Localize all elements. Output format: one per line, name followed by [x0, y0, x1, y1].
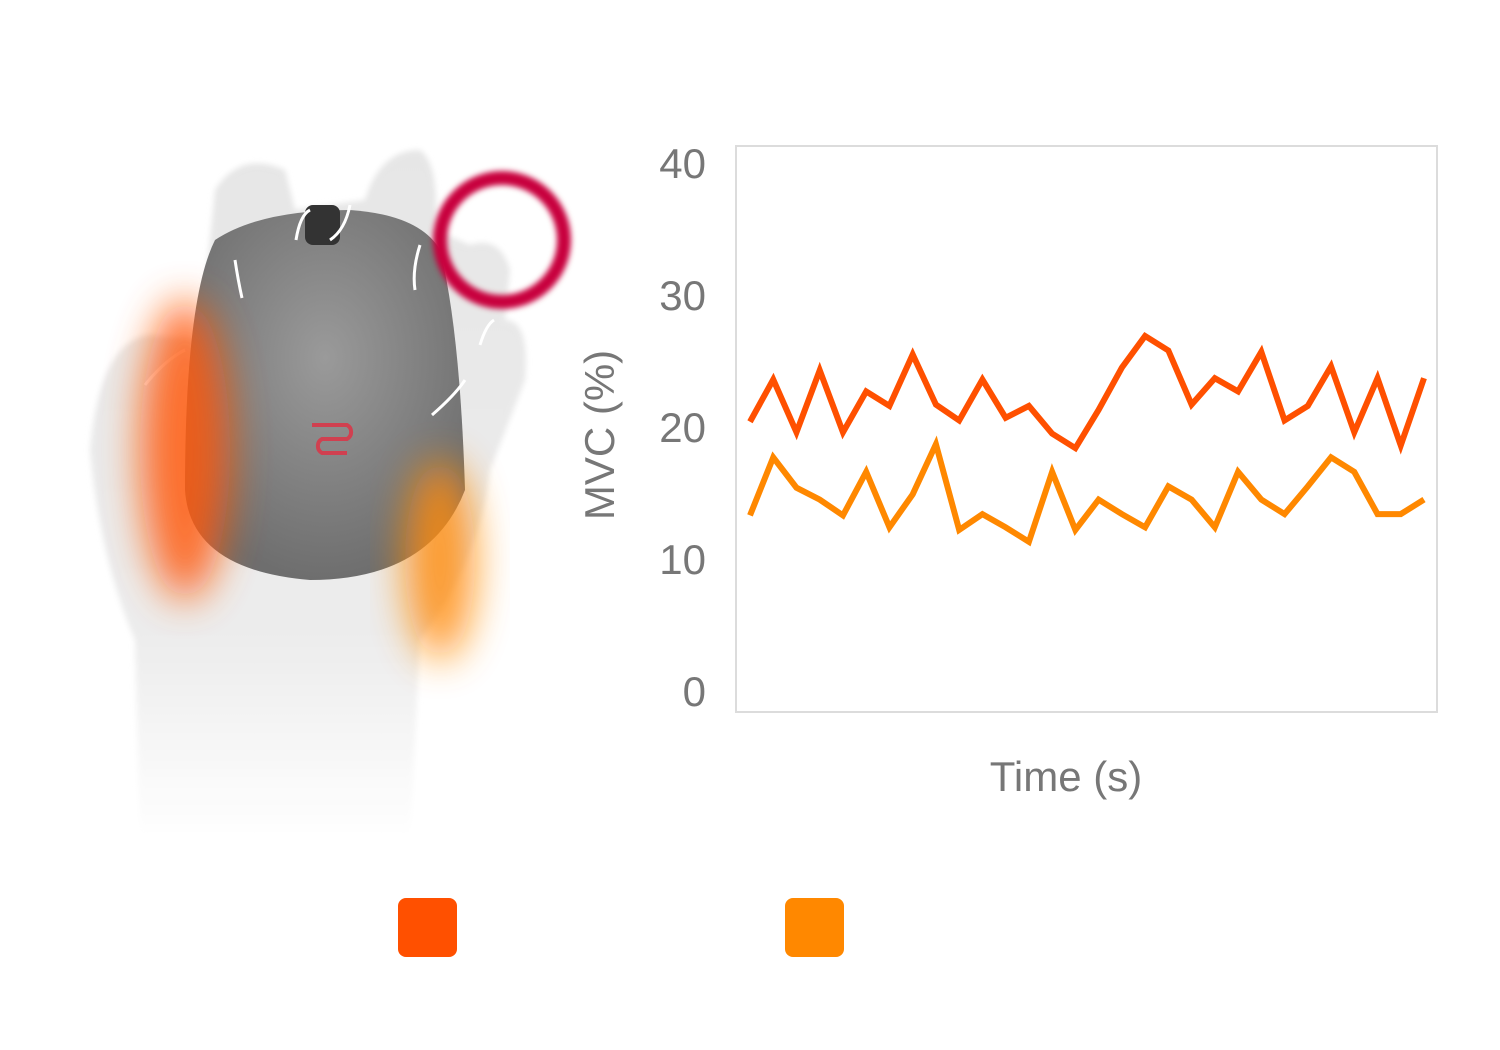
y-tick-label: 20 [659, 404, 706, 451]
plot-frame [735, 145, 1438, 713]
heat-zone [405, 460, 475, 660]
y-tick-label: 0 [683, 668, 706, 715]
x-axis-label: Time (s) [990, 753, 1142, 800]
scroll-wheel [305, 205, 340, 245]
logo [312, 423, 354, 455]
y-tick-label: 30 [659, 272, 706, 319]
y-tick-label: 10 [659, 536, 706, 583]
y-tick-label: 40 [659, 140, 706, 187]
finger-outlines [143, 204, 495, 417]
highlight-ring [433, 171, 571, 309]
mouse [185, 210, 465, 580]
legend-swatch [785, 898, 844, 957]
heat-zone [140, 300, 230, 600]
legend-swatch [398, 898, 457, 957]
y-axis-label: MVC (%) [576, 350, 623, 520]
line [747, 435, 1426, 547]
illustration [90, 150, 571, 840]
line [747, 331, 1427, 455]
